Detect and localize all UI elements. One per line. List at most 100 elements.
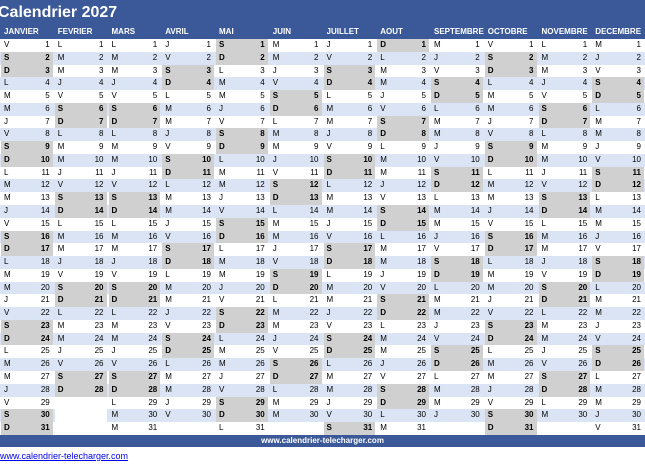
day-number: 17 bbox=[632, 244, 641, 254]
weekday-letter: M bbox=[272, 308, 280, 318]
day-cell: M 10 bbox=[539, 154, 591, 167]
day-number: 16 bbox=[309, 231, 319, 241]
weekday-letter: J bbox=[326, 129, 331, 139]
day-number: 26 bbox=[417, 359, 426, 369]
weekday-letter: M bbox=[595, 384, 602, 394]
day-number: 7 bbox=[152, 116, 158, 126]
weekday-letter: M bbox=[326, 206, 334, 215]
day-cell: V 10 bbox=[431, 154, 483, 167]
day-number: 23 bbox=[363, 320, 373, 330]
day-cell: V 12 bbox=[539, 179, 591, 192]
day-number: 9 bbox=[206, 142, 211, 152]
weekday-letter: M bbox=[219, 180, 226, 190]
day-cell: D 27 bbox=[269, 371, 322, 384]
weekday-letter: M bbox=[165, 103, 172, 113]
weekday-letter: V bbox=[487, 40, 494, 49]
day-cell: M 23 bbox=[109, 320, 161, 333]
day-number: 2 bbox=[367, 52, 373, 62]
day-cell: L 13 bbox=[431, 192, 483, 205]
website-link[interactable]: www.calendrier-telecharger.com bbox=[0, 451, 129, 461]
weekday-letter: M bbox=[165, 206, 172, 215]
day-cell: S 31 bbox=[323, 422, 376, 435]
day-cell: M 17 bbox=[109, 243, 161, 256]
day-number: 21 bbox=[578, 295, 588, 305]
day-number: 27 bbox=[40, 372, 50, 382]
day-cell: L 25 bbox=[1, 345, 53, 358]
weekday-letter: M bbox=[595, 397, 602, 407]
weekday-letter: D bbox=[219, 231, 225, 241]
day-number: 17 bbox=[524, 244, 534, 254]
weekday-letter: L bbox=[219, 333, 224, 343]
day-cell: M 10 bbox=[109, 154, 161, 167]
day-number: 26 bbox=[578, 359, 588, 369]
weekday-letter: L bbox=[434, 103, 439, 113]
weekday-letter: J bbox=[595, 142, 600, 152]
day-cell: L 29 bbox=[109, 397, 161, 410]
day-number: 1 bbox=[206, 40, 211, 49]
day-cell: J 26 bbox=[377, 358, 429, 371]
day-number: 21 bbox=[470, 295, 480, 305]
day-cell: S 16 bbox=[484, 230, 537, 244]
calendar-title: Calendrier 2027 bbox=[0, 0, 645, 25]
weekday-letter: S bbox=[4, 52, 10, 62]
day-number: 26 bbox=[470, 359, 480, 369]
day-number: 29 bbox=[40, 397, 50, 407]
day-cell: S 20 bbox=[108, 281, 161, 295]
weekday-letter: M bbox=[380, 167, 387, 177]
day-number: 11 bbox=[310, 167, 319, 177]
weekday-letter: V bbox=[434, 244, 440, 254]
day-number: 22 bbox=[40, 308, 50, 318]
day-cell: V 30 bbox=[162, 409, 214, 422]
day-cell: V 24 bbox=[431, 333, 483, 346]
day-cell: S 11 bbox=[431, 166, 483, 180]
day-cell: J 16 bbox=[592, 231, 644, 244]
day-number: 24 bbox=[417, 333, 426, 343]
day-number: 15 bbox=[417, 218, 426, 228]
day-cell: J 27 bbox=[216, 371, 268, 384]
day-cell: D 19 bbox=[592, 268, 644, 282]
day-number: 27 bbox=[363, 372, 373, 382]
day-cell: L 29 bbox=[539, 397, 591, 410]
weekday-letter: L bbox=[326, 359, 331, 369]
weekday-letter: S bbox=[487, 231, 494, 241]
weekday-letter: S bbox=[111, 103, 117, 113]
weekday-letter: V bbox=[111, 359, 117, 369]
day-cell: L 23 bbox=[377, 320, 429, 333]
day-cell: M 10 bbox=[55, 154, 107, 167]
weekday-letter: M bbox=[165, 193, 172, 203]
day-cell: M 14 bbox=[324, 205, 376, 218]
weekday-letter: M bbox=[57, 65, 65, 75]
weekday-letter: M bbox=[4, 103, 11, 113]
day-cell: S 28 bbox=[377, 383, 429, 397]
day-cell: D 17 bbox=[484, 243, 537, 257]
weekday-letter: M bbox=[111, 65, 119, 75]
weekday-letter: M bbox=[434, 397, 441, 407]
day-number: 10 bbox=[255, 154, 265, 164]
month-header: AOUT bbox=[380, 27, 403, 36]
day-cell: L 25 bbox=[485, 345, 537, 358]
day-number: 6 bbox=[367, 103, 373, 113]
day-number: 26 bbox=[40, 359, 50, 369]
day-number: 8 bbox=[260, 129, 265, 139]
day-cell: M 26 bbox=[216, 358, 268, 371]
day-number: 4 bbox=[529, 78, 534, 88]
row-background bbox=[0, 358, 645, 372]
weekday-letter: M bbox=[434, 384, 441, 394]
day-number: 29 bbox=[578, 397, 588, 407]
day-number: 13 bbox=[363, 193, 373, 203]
weekday-letter: M bbox=[165, 384, 172, 394]
month-header: DECEMBRE bbox=[595, 27, 642, 36]
weekday-letter: S bbox=[380, 206, 386, 215]
day-number: 7 bbox=[99, 116, 104, 126]
day-number: 22 bbox=[309, 308, 319, 318]
day-cell: J 14 bbox=[485, 205, 537, 218]
weekday-letter: D bbox=[165, 167, 172, 177]
day-cell: M 15 bbox=[592, 218, 644, 231]
